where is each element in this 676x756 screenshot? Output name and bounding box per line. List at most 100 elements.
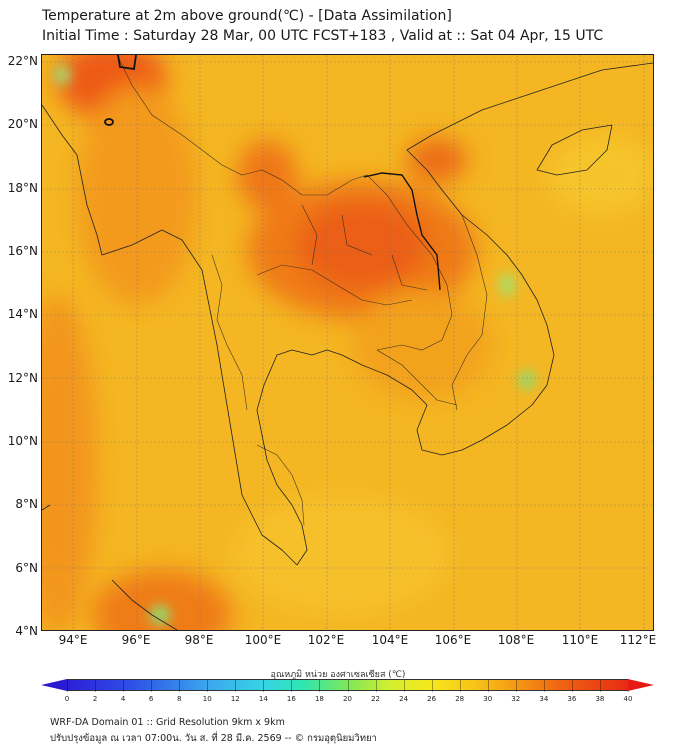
- colorbar-gradient: [67, 679, 629, 692]
- colorbar-tick-label: 28: [455, 695, 465, 703]
- lat-label-10: 10°N: [7, 434, 38, 448]
- contour-isan: [363, 172, 441, 291]
- colorbar-tick: [291, 680, 293, 692]
- colorbar-tick-label: 40: [623, 695, 633, 703]
- coastline-sumatra: [111, 579, 178, 630]
- colorbar-tick: [431, 680, 433, 692]
- lon-label-94: 94°E: [58, 633, 88, 647]
- colorbar-tick: [123, 680, 125, 692]
- colorbar-tick-label: 8: [176, 695, 182, 703]
- border-peninsula: [256, 444, 305, 526]
- colorbar-tick-label: 34: [539, 695, 549, 703]
- colorbar-tick: [487, 680, 489, 692]
- coastline-gulf-and-indochina: [256, 62, 653, 566]
- cool-spot-1: [54, 65, 70, 85]
- cool-spot-3: [519, 370, 535, 390]
- colorbar-tick: [179, 680, 181, 692]
- colorbar-tick-label: 6: [148, 695, 154, 703]
- colorbar-tick-label: 32: [511, 695, 521, 703]
- lat-label-20: 20°N: [7, 117, 38, 131]
- lon-label-112: 112°E: [619, 633, 657, 647]
- border-provinces-1: [256, 264, 413, 306]
- coastline-hainan: [536, 124, 613, 176]
- colorbar-tick: [403, 680, 405, 692]
- lon-label-106: 106°E: [434, 633, 472, 647]
- cool-spot-2: [499, 273, 515, 297]
- colorbar-tick-label: 14: [258, 695, 268, 703]
- coastline-andaman: [42, 104, 298, 566]
- map-canvas: [42, 55, 653, 630]
- colorbar-tick-label: 16: [286, 695, 296, 703]
- colorbar-tick: [67, 680, 68, 692]
- colorbar-max-arrow: [628, 679, 654, 691]
- border-laos-vietnam: [451, 214, 488, 411]
- lat-label-14: 14°N: [7, 307, 38, 321]
- colorbar-tick: [543, 680, 545, 692]
- colorbar-tick: [599, 680, 601, 692]
- contour-40-spot: [104, 118, 114, 126]
- lat-label-8: 8°N: [15, 497, 38, 511]
- colorbar-tick: [347, 680, 349, 692]
- colorbar-tick-label: 4: [120, 695, 126, 703]
- temperature-map[interactable]: [41, 54, 654, 631]
- hot-region-laos: [407, 138, 467, 182]
- colorbar-tick: [515, 680, 517, 692]
- colorbar-tick: [151, 680, 153, 692]
- warm-region-west-edge: [42, 295, 97, 630]
- temperature-field: [42, 55, 653, 630]
- border-thailand-west: [211, 254, 248, 411]
- lon-label-98: 98°E: [184, 633, 214, 647]
- cool-spots: [54, 65, 535, 625]
- colorbar-tick: [375, 680, 377, 692]
- lon-label-104: 104°E: [371, 633, 409, 647]
- colorbar-tick: [207, 680, 209, 692]
- country-borders: [116, 55, 488, 526]
- colorbar-tick: [95, 680, 97, 692]
- colorbar-tick: [319, 680, 321, 692]
- lon-label-102: 102°E: [307, 633, 345, 647]
- colorbar-tick-label: 12: [230, 695, 240, 703]
- contour-40-north: [117, 55, 137, 71]
- lon-label-96: 96°E: [121, 633, 151, 647]
- footer-update-info: ปรับปรุงข้อมูล ณ เวลา 07:00น. วัน ส. ที่…: [50, 733, 377, 744]
- hot-region-isan-core: [297, 200, 427, 290]
- map-subtitle: Initial Time : Saturday 28 Mar, 00 UTC F…: [42, 28, 604, 44]
- warm-region-sumatra: [92, 570, 232, 630]
- colorbar-tick-label: 2: [92, 695, 98, 703]
- colorbar-tick: [571, 680, 573, 692]
- colorbar-tick-label: 30: [483, 695, 493, 703]
- colorbar: [41, 679, 654, 693]
- coastlines: [42, 62, 653, 630]
- colorbar-tick: [263, 680, 265, 692]
- colorbar-tick-label: 0: [64, 695, 70, 703]
- warm-region-cambodia: [352, 290, 492, 400]
- lon-label-100: 100°E: [244, 633, 282, 647]
- lat-label-6: 6°N: [15, 561, 38, 575]
- gridlines: [42, 55, 653, 630]
- colorbar-tick-label: 36: [567, 695, 577, 703]
- colorbar-tick-label: 20: [343, 695, 352, 703]
- lat-label-16: 16°N: [7, 244, 38, 258]
- border-thailand-north: [116, 55, 453, 351]
- lat-label-4: 4°N: [15, 624, 38, 638]
- colorbar-title: อุณหภูมิ หน่วย องศาเซลเซียส (℃): [270, 670, 406, 680]
- colorbar-tick-label: 10: [202, 695, 212, 703]
- colorbar-tick-label: 18: [314, 695, 324, 703]
- colorbar-tick-label: 22: [371, 695, 381, 703]
- map-title: Temperature at 2m above ground(℃) - [Dat…: [42, 8, 452, 24]
- cool-spot-4: [150, 605, 170, 625]
- border-provinces-2: [301, 204, 428, 291]
- lat-label-18: 18°N: [7, 181, 38, 195]
- border-cambodia: [376, 349, 458, 406]
- contour-40: [104, 55, 441, 291]
- colorbar-min-arrow: [41, 679, 67, 691]
- lon-label-110: 110°E: [561, 633, 599, 647]
- lon-label-108: 108°E: [497, 633, 535, 647]
- colorbar-tick: [459, 680, 461, 692]
- cool-region-gulf: [232, 495, 452, 615]
- colorbar-tick-label: 26: [427, 695, 437, 703]
- colorbar-tick-label: 38: [595, 695, 605, 703]
- lat-label-12: 12°N: [7, 371, 38, 385]
- colorbar-tick: [235, 680, 237, 692]
- coastline-islet: [42, 504, 51, 511]
